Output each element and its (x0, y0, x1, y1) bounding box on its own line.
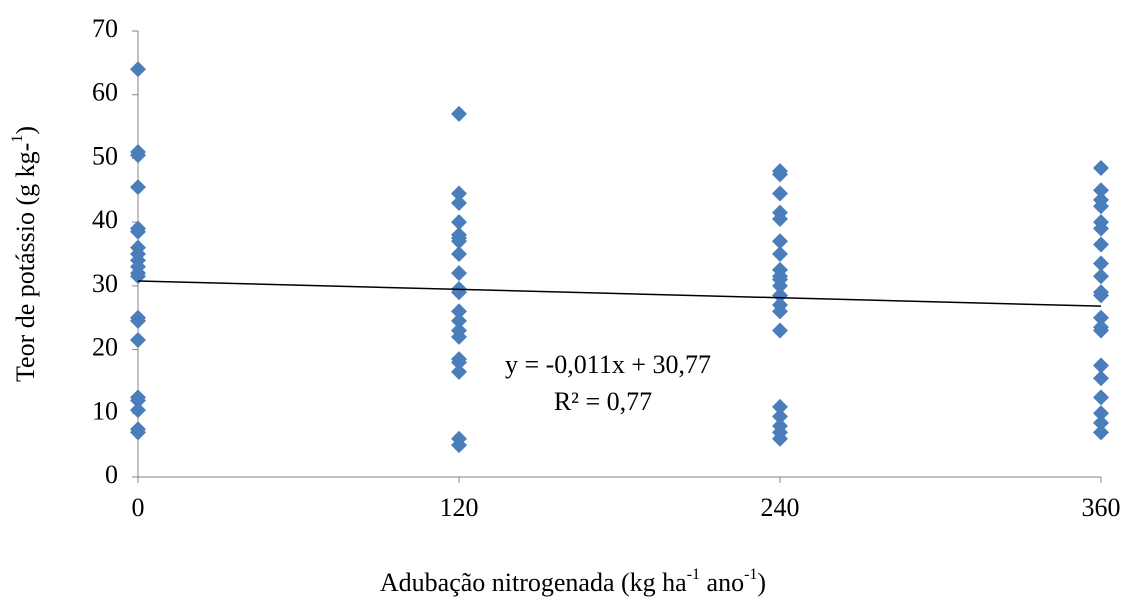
data-point (130, 223, 146, 240)
y-label-part: Teor de potássio (g kg- (11, 143, 40, 382)
data-point (1093, 322, 1109, 339)
data-point (130, 424, 146, 441)
data-point (1093, 236, 1109, 253)
data-point (451, 214, 467, 231)
data-point (451, 105, 467, 122)
data-point (1093, 268, 1109, 285)
x-label-part: ) (757, 568, 766, 597)
x-label-sup: -1 (744, 566, 757, 583)
y-axis-label: Teor de potássio (g kg-1) (9, 126, 40, 382)
y-tick-label: 40 (92, 205, 118, 234)
data-point (772, 430, 788, 447)
data-point (451, 437, 467, 454)
data-point (1093, 405, 1109, 422)
data-point (451, 312, 467, 329)
data-point (772, 246, 788, 262)
data-point (1093, 424, 1109, 441)
data-point (772, 408, 788, 425)
data-point (772, 277, 788, 294)
data-point (130, 402, 146, 419)
data-point (1093, 159, 1109, 176)
data-point (1093, 357, 1109, 374)
y-tick-label: 60 (92, 78, 118, 107)
data-point (451, 233, 467, 250)
data-point (130, 61, 146, 78)
data-point (130, 332, 146, 349)
data-point (130, 268, 146, 285)
y-label-sup: 1 (9, 135, 26, 143)
x-label-part: Adubação nitrogenada (kg ha (380, 568, 687, 597)
data-point (130, 179, 146, 196)
x-tick-label: 360 (1082, 493, 1121, 522)
y-tick-label: 0 (105, 460, 118, 489)
data-point (1093, 414, 1109, 431)
data-point (1093, 370, 1109, 387)
data-point (772, 398, 788, 415)
data-point (1093, 287, 1109, 304)
trendline (137, 280, 1102, 307)
data-point (130, 392, 146, 409)
data-point (451, 265, 467, 282)
data-point (451, 363, 467, 380)
data-point (1093, 182, 1109, 199)
data-point (451, 195, 467, 212)
data-point (451, 354, 467, 371)
x-tick-label: 0 (132, 493, 145, 522)
y-tick-label: 70 (92, 14, 118, 43)
data-point (772, 287, 788, 304)
x-label-part: ano (700, 568, 744, 597)
data-point (772, 233, 788, 250)
equation: y = -0,011x + 30,77 (505, 350, 711, 379)
data-point (772, 210, 788, 227)
y-label-part: ) (11, 126, 40, 135)
r-squared: R² = 0,77 (554, 387, 652, 416)
data-point (130, 147, 146, 164)
data-point (1093, 255, 1109, 272)
data-point (1093, 198, 1109, 215)
y-tick-label: 50 (92, 141, 118, 170)
data-point (451, 303, 467, 320)
x-axis-label: Adubação nitrogenada (kg ha-1 ano-1) (380, 566, 766, 597)
data-point (772, 322, 788, 339)
data-point (1093, 389, 1109, 406)
x-label-sup: -1 (687, 566, 700, 583)
data-point (772, 185, 788, 202)
y-tick-label: 30 (92, 269, 118, 298)
data-point (772, 303, 788, 320)
data-point (451, 328, 467, 345)
data-point (1093, 220, 1109, 237)
y-tick-label: 10 (92, 396, 118, 425)
y-tick-label: 20 (92, 333, 118, 362)
data-point (451, 185, 467, 202)
data-point (451, 246, 467, 262)
data-point (1093, 309, 1109, 326)
x-tick-label: 240 (761, 493, 800, 522)
data-point (130, 312, 146, 329)
data-point (772, 166, 788, 183)
data-point (451, 284, 467, 301)
x-tick-label: 120 (440, 493, 479, 522)
